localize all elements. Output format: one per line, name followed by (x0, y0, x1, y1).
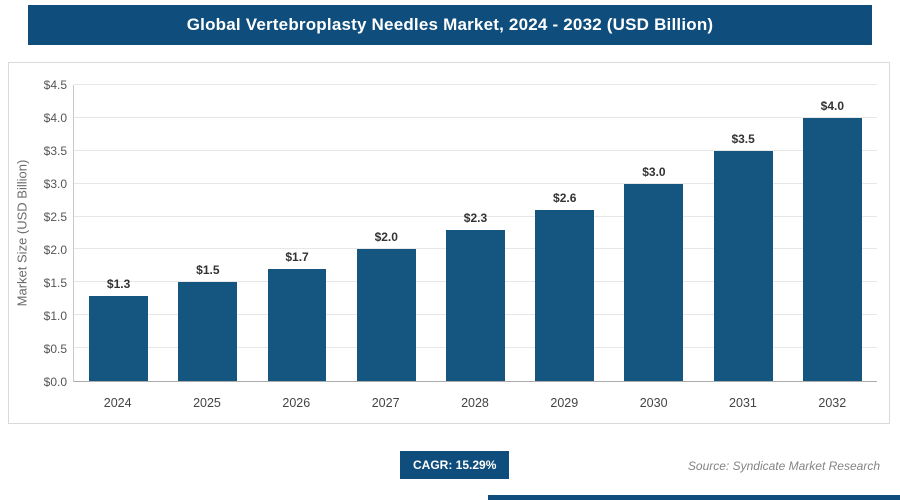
bar-group: $1.3 (74, 85, 163, 381)
bar-group: $4.0 (788, 85, 877, 381)
cagr-badge: CAGR: 15.29% (400, 451, 510, 479)
bar (624, 183, 684, 381)
x-tick-label: 2031 (729, 396, 757, 410)
gridline (74, 84, 877, 85)
chart-header: Global Vertebroplasty Needles Market, 20… (28, 5, 872, 45)
bar-group: $2.3 (431, 85, 520, 381)
x-tick-label: 2032 (818, 396, 847, 410)
y-tick-label: $3.5 (43, 144, 67, 158)
gridline (74, 215, 877, 217)
y-tick-label: $4.0 (43, 111, 67, 126)
x-tick-label: 2027 (371, 396, 400, 410)
x-tick-label: 2025 (193, 396, 221, 410)
bar (802, 117, 862, 381)
chart-container: Market Size (USD Billion) $0.0 $0.5 $1.0 $1… (8, 62, 890, 424)
x-tick-label: 2028 (461, 396, 489, 410)
gridline (74, 149, 877, 151)
y-axis-title: Market Size (USD Billion) (14, 159, 30, 307)
bar-value-label: $3.5 (731, 131, 755, 146)
bar (446, 229, 505, 381)
chart-title: Global Vertebroplasty Needles Market, 20… (186, 15, 714, 34)
bar-value-label: $2.6 (553, 190, 577, 205)
bar (267, 269, 327, 381)
x-tick-label: 2029 (550, 396, 579, 410)
y-tick-label: $3.0 (43, 177, 67, 191)
gridline (74, 116, 877, 118)
bar-group: $1.7 (252, 85, 341, 381)
bar-group: $3.5 (699, 85, 788, 381)
bar-value-label: $1.3 (106, 276, 131, 291)
source-text: Source: Syndicate Market Research (687, 459, 880, 473)
y-tick-label: $2.0 (43, 243, 67, 258)
bar-value-label: $1.5 (196, 263, 220, 278)
bar (89, 295, 149, 381)
bar-group: $2.0 (342, 85, 431, 381)
y-tick-label: $1.0 (43, 309, 67, 324)
y-tick-label: $0.5 (43, 342, 67, 357)
bar (356, 249, 416, 381)
bar-value-label: $2.3 (463, 210, 488, 225)
y-axis-ticks: $0.0 $0.5 $1.0 $1.5 $2.0 $2.5 $3.0 $3.5 $4.0 $4.5 (29, 78, 71, 389)
y-tick-label: $0.0 (43, 375, 67, 389)
bar-group: $3.0 (609, 85, 698, 381)
y-tick-label: $2.5 (43, 210, 67, 224)
bar-group: $1.5 (163, 85, 252, 381)
x-tick-label: 2030 (639, 396, 668, 410)
gridline (74, 182, 877, 184)
bar (178, 282, 238, 381)
bar-group: $2.6 (520, 85, 609, 381)
bar-value-label: $3.0 (642, 164, 666, 179)
x-tick-label: 2026 (282, 396, 311, 410)
y-tick-label: $1.5 (43, 276, 67, 290)
bar-value-label: $4.0 (820, 98, 845, 113)
y-tick-label: $4.5 (43, 78, 67, 92)
bar (535, 209, 595, 381)
bottom-accent-strip (488, 495, 900, 500)
bar (713, 150, 773, 381)
plot-area: $1.3 $1.5 $1.7 $2.0 $2.3 $2.6 $3.0 $3.5 $4.0 (73, 84, 877, 382)
bar-value-label: $2.0 (374, 230, 398, 245)
bar-series: $1.3 $1.5 $1.7 $2.0 $2.3 $2.6 $3.0 $3.5 $4.0 (74, 85, 877, 381)
x-tick-label: 2024 (103, 396, 132, 410)
bar-value-label: $1.7 (285, 250, 309, 265)
x-axis-labels: 2024 2025 2026 2027 2028 2029 2030 2031 2032 (73, 391, 877, 415)
